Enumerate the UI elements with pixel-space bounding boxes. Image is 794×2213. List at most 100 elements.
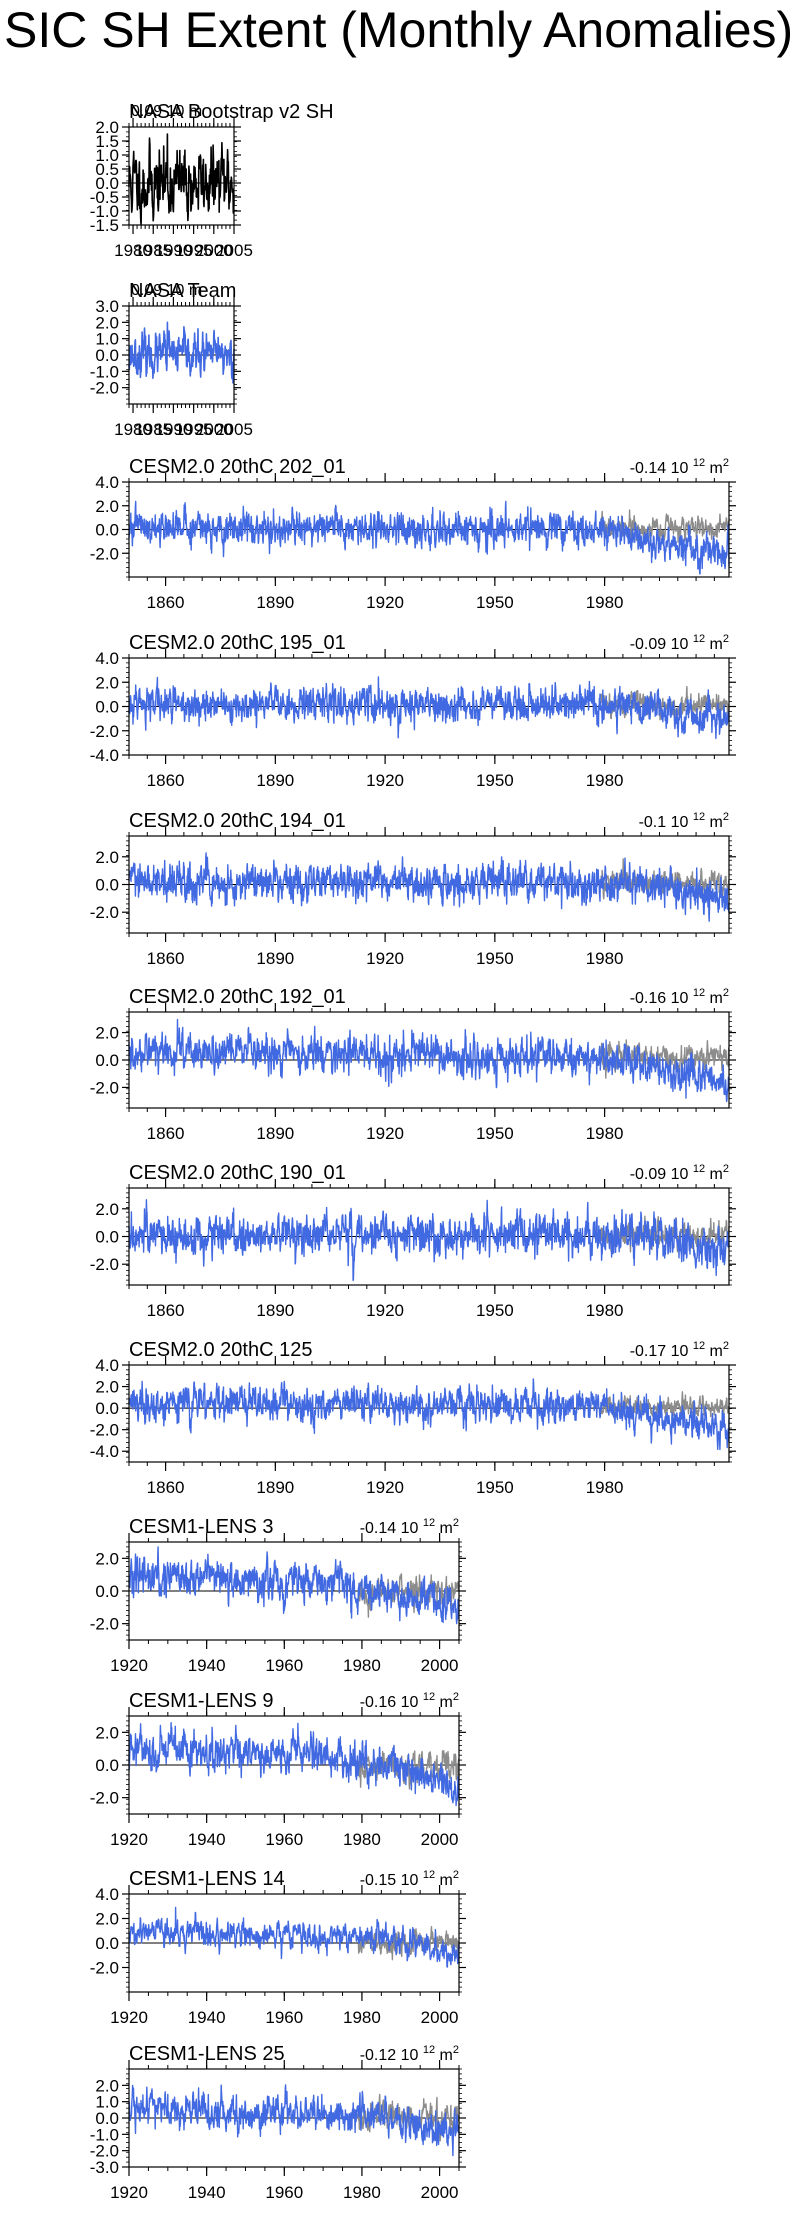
x-tick-label: 1890 [256,771,294,790]
x-tick-label: 1950 [476,771,514,790]
x-tick-label: 1940 [188,2008,226,2027]
y-tick-label: 2.0 [95,673,119,692]
y-tick-label: 2.0 [95,2076,119,2095]
y-tick-label: -2.0 [90,1615,119,1634]
y-tick-label: 2.0 [95,313,119,332]
x-tick-label: 1860 [147,1124,185,1143]
y-tick-label: -2.0 [90,1959,119,1978]
series-line-cesm1-lens-3 [128,1546,460,1625]
series-line-cesm2-0-20thc-190-01 [128,1199,730,1282]
x-tick-label: 1980 [343,2183,381,2202]
y-tick-label: -2.0 [90,1789,119,1808]
x-tick-label: 1960 [265,1656,303,1675]
series-line-nasa-bootstrap-v2-sh [128,133,235,225]
panel-title: CESM1-LENS 14 [129,1868,285,1890]
y-tick-label: -2.0 [90,379,119,398]
y-tick-label: -2.0 [90,1255,119,1274]
chart-panel-11: CESM1-LENS 25 -0.12 10 12 m2 1920 1940 1960 1… [90,2043,466,2202]
y-tick-label: 2.0 [95,848,119,867]
y-tick-label: 1.0 [95,330,119,349]
panel-title: CESM2.0 20thC 190_01 [129,1162,346,1184]
x-tick-label: 1980 [343,2008,381,2027]
page-title: SIC SH Extent (Monthly Anomalies) [4,2,794,58]
x-tick-label: 1995 [175,420,213,439]
y-tick-label: 0.0 [95,1051,119,1070]
x-tick-label: 1950 [476,1301,514,1320]
panel-title: NASA Bootstrap v2 SH [129,101,334,123]
x-tick-label: 1980 [586,771,624,790]
y-tick-label: -2.0 [90,2142,119,2161]
y-tick-label: -4.0 [90,1442,119,1461]
x-tick-label: 1920 [366,1301,404,1320]
series-line-cesm2-0-20thc-195-01 [128,676,730,740]
series-line-cesm1-lens-25 [128,2084,460,2157]
panel-title: CESM2.0 20thC 125 [129,1339,312,1361]
x-tick-label: 1980 [343,1830,381,1849]
x-tick-label: 1890 [256,1301,294,1320]
chart-panel-10: CESM1-LENS 14 -0.15 10 12 m2 1920 1940 1960 1… [90,1868,466,2027]
panel-title: CESM1-LENS 25 [129,2043,285,2065]
chart-panel-5: CESM2.0 20thC 192_01 -0.16 10 12 m2 1860 18… [90,986,736,1143]
x-tick-label: 1950 [476,1478,514,1497]
x-tick-label: 2005 [215,420,253,439]
x-tick-label: 1980 [586,949,624,968]
y-tick-label: -2.0 [90,544,119,563]
y-tick-label: 2.0 [95,1549,119,1568]
panel-title: CESM1-LENS 9 [129,1690,274,1712]
panel-title: CESM2.0 20thC 192_01 [129,986,346,1008]
x-tick-label: 1995 [175,241,213,260]
x-tick-label: 2000 [195,420,233,439]
chart-panel-0: NASA Bootstrap v2 SH0.09 10 m 19801985199… [90,101,334,260]
y-tick-label: 4.0 [95,649,119,668]
y-tick-label: 0.0 [95,1399,119,1418]
chart-panel-8: CESM1-LENS 3 -0.14 10 12 m2 1920 1940 1960 19… [90,1516,466,1675]
x-tick-label: 1920 [110,1656,148,1675]
x-tick-label: 1860 [147,771,185,790]
x-tick-label: 1860 [147,1478,185,1497]
series-line-nasa-team [128,321,235,384]
y-tick-label: 0.0 [95,1228,119,1247]
trend-label: -0.16 10 12 m2 [630,987,729,1007]
series-line-cesm1-lens-9 [128,1722,460,1807]
y-tick-label: 1.5 [95,132,119,151]
chart-panel-6: CESM2.0 20thC 190_01 -0.09 10 12 m2 1860 18… [90,1162,736,1320]
x-tick-label: 1920 [110,2183,148,2202]
series-line-cesm2-0-20thc-194-01 [128,852,730,922]
chart-panel-9: CESM1-LENS 9 -0.16 10 12 m2 1920 1940 1960 19… [90,1690,466,1849]
x-tick-label: 1950 [476,949,514,968]
y-tick-label: -2.0 [90,1078,119,1097]
y-tick-label: 0.0 [95,876,119,895]
x-tick-label: 1860 [147,593,185,612]
x-tick-label: 1890 [256,1124,294,1143]
y-tick-label: -1.0 [90,2125,119,2144]
x-tick-label: 1990 [155,241,193,260]
trend-label: -0.14 10 12 m2 [630,457,729,477]
y-tick-label: 3.0 [95,297,119,316]
x-tick-label: 1960 [265,1830,303,1849]
y-tick-label: 0.0 [95,346,119,365]
series-line-cesm2-0-20thc-202-01 [128,500,730,575]
x-tick-label: 2000 [421,1830,459,1849]
series-line-cesm2-0-20thc-192-01 [128,1018,730,1103]
chart-panel-2: CESM2.0 20thC 202_01 -0.14 10 12 m2 1860 18… [90,456,736,612]
y-tick-label: 0.0 [95,698,119,717]
x-tick-label: 1950 [476,1124,514,1143]
y-tick-label: -4.0 [90,746,119,765]
panel-title: NASA Team [129,280,236,302]
x-tick-label: 1920 [110,2008,148,2027]
x-tick-label: 2000 [421,2183,459,2202]
y-tick-label: -1.5 [90,216,119,235]
x-tick-label: 1940 [188,1656,226,1675]
x-tick-label: 1985 [134,241,172,260]
x-tick-label: 1920 [366,593,404,612]
x-tick-label: 1920 [366,771,404,790]
y-tick-label: 4.0 [95,473,119,492]
x-tick-label: 1860 [147,1301,185,1320]
x-tick-label: 1860 [147,949,185,968]
trend-label: -0.16 10 12 m2 [360,1691,459,1711]
trend-label: -0.12 10 12 m2 [360,2044,459,2064]
panel-title: CESM2.0 20thC 202_01 [129,456,346,478]
x-tick-label: 1980 [586,1478,624,1497]
